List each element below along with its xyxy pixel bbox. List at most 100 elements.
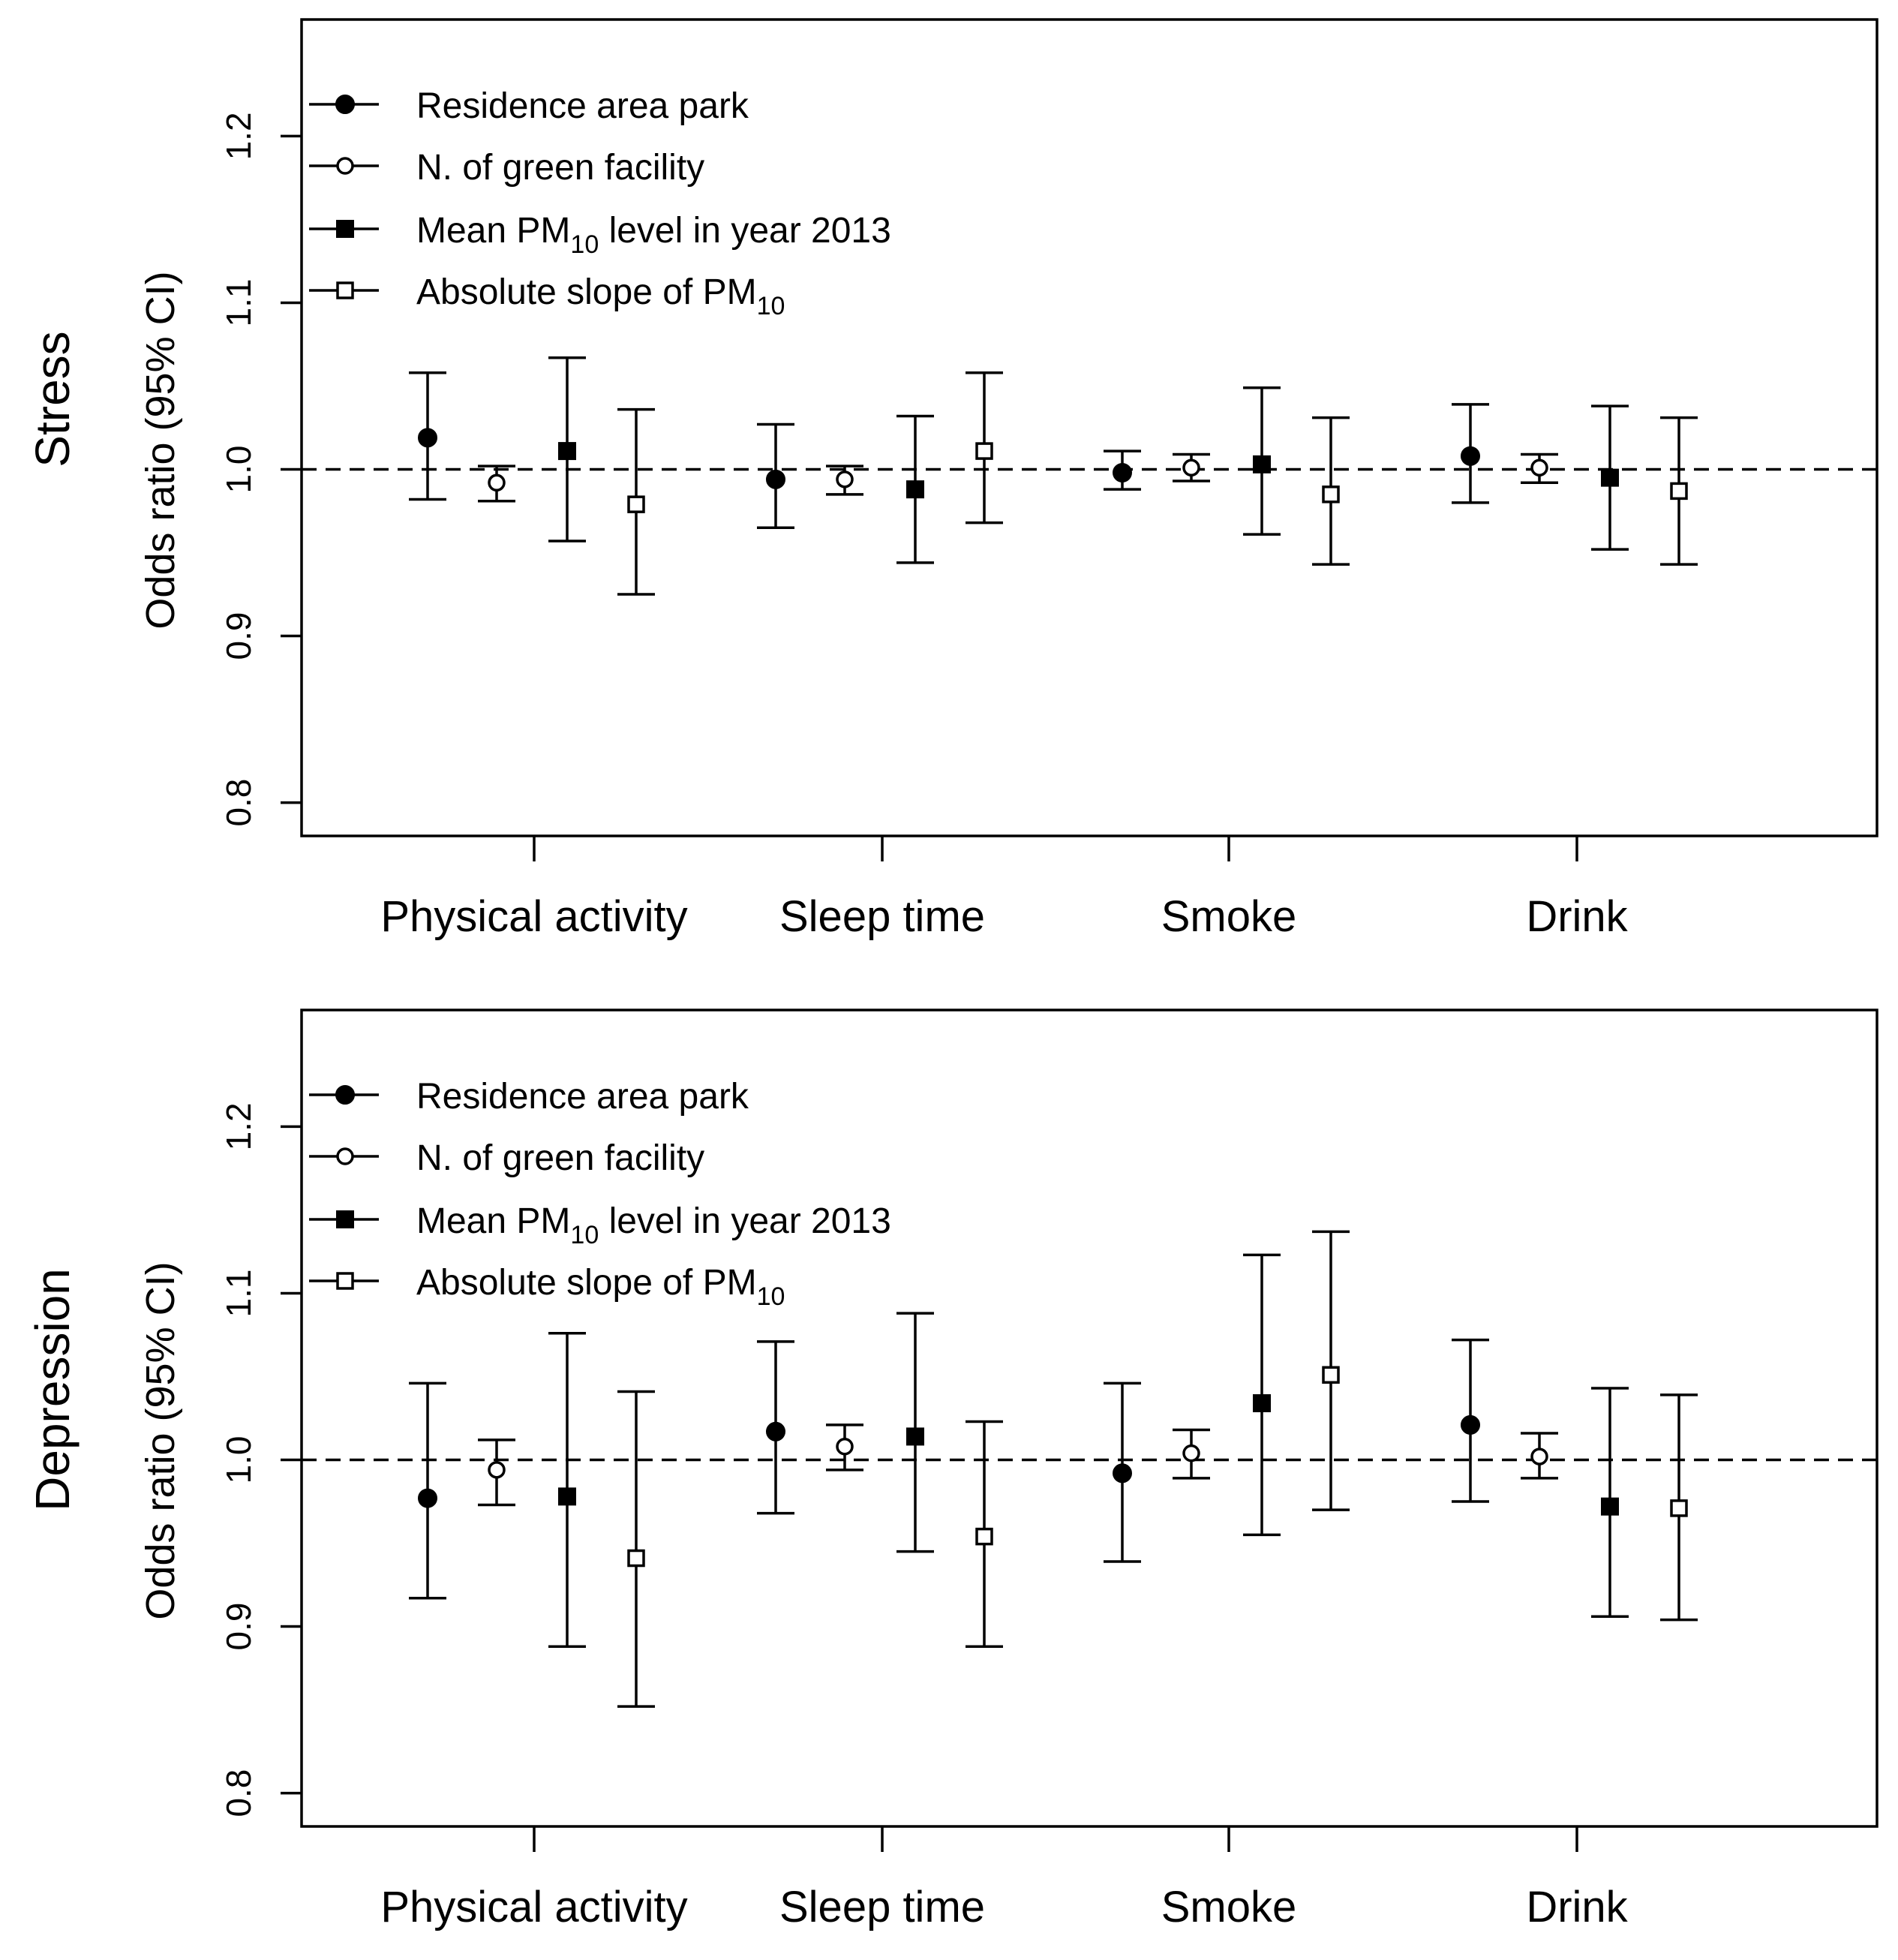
stress-series-absolute-slope-of-pm10: [617, 371, 1698, 596]
stress-legend-label-3: Absolute slope of PM10: [416, 272, 785, 320]
depression-legend-label-0: Residence area park: [416, 1077, 749, 1117]
depression-x-tick-label-sleep-time: Sleep time: [779, 1883, 985, 1931]
depression-legend: Residence area park N. of green facility M…: [309, 1077, 891, 1311]
depression-legend-label-main: N. of green facility: [416, 1138, 704, 1178]
stress-legend-marker-filled-square: [336, 220, 354, 238]
depression-point-n-of-green-facility-sleep-time: [836, 1437, 854, 1456]
depression-legend-label-main: Absolute slope of PM: [416, 1263, 757, 1303]
depression-legend-label-subscript: 10: [570, 1221, 599, 1249]
stress-legend-label-main: Residence area park: [416, 86, 749, 126]
stress-legend-label-tail: level in year 2013: [599, 211, 891, 251]
depression-point-absolute-slope-of-pm10-physical-activity: [627, 1549, 645, 1568]
depression-legend-marker-filled-circle: [335, 1085, 355, 1105]
depression-point-absolute-slope-of-pm10-sleep-time: [975, 1527, 993, 1546]
depression-point-absolute-slope-of-pm10-smoke: [1322, 1366, 1340, 1384]
stress-legend-marker-open-circle: [336, 157, 354, 175]
depression-y-tick-label: 0.8: [219, 1769, 258, 1817]
depression-legend-label-main: Residence area park: [416, 1077, 749, 1117]
depression-panel: Depression Odds ratio (95% CI) 0.8 0.9 1.0…: [26, 1009, 1878, 1931]
stress-plot-area: 0.8 0.9 1.0 1.1 1.2 Physical activity Sleep ti…: [219, 18, 1878, 941]
stress-legend: Residence area park N. of green facility M…: [309, 86, 891, 320]
depression-series-n-of-green-facility: [478, 1423, 1558, 1507]
depression-point-n-of-green-facility-physical-activity: [488, 1461, 506, 1479]
depression-row-label: Depression: [26, 1268, 80, 1511]
stress-point-mean-pm10-level-in-year-2013-smoke: [1253, 455, 1271, 473]
stress-point-residence-area-park-drink: [1461, 446, 1480, 466]
stress-point-n-of-green-facility-sleep-time: [836, 470, 854, 488]
depression-series-residence-area-park: [409, 1338, 1489, 1600]
stress-y-tick-label: 0.8: [219, 779, 258, 827]
depression-legend-label-tail: level in year 2013: [599, 1201, 891, 1241]
depression-legend-label-1: N. of green facility: [416, 1138, 704, 1178]
stress-x-tick-label-smoke: Smoke: [1161, 892, 1297, 941]
depression-point-residence-area-park-drink: [1461, 1414, 1480, 1435]
stress-plot-frame: [300, 18, 1878, 837]
stress-series-n-of-green-facility: [478, 452, 1558, 503]
stress-y-axis-label: Odds ratio (95% CI): [138, 271, 183, 629]
depression-point-mean-pm10-level-in-year-2013-sleep-time: [906, 1427, 924, 1446]
depression-y-axis-label: Odds ratio (95% CI): [138, 1261, 183, 1619]
depression-series-mean-pm10-level-in-year-2013: [548, 1253, 1629, 1648]
stress-legend-label-0: Residence area park: [416, 86, 749, 126]
stress-legend-marker-open-square: [336, 281, 354, 299]
depression-series-absolute-slope-of-pm10: [617, 1230, 1698, 1708]
depression-point-residence-area-park-smoke: [1113, 1463, 1132, 1484]
stress-y-tick-label: 1.1: [219, 278, 258, 326]
depression-point-mean-pm10-level-in-year-2013-physical-activity: [558, 1487, 576, 1506]
stress-legend-label-main: N. of green facility: [416, 148, 704, 188]
depression-point-residence-area-park-sleep-time: [766, 1421, 785, 1441]
stress-legend-label-main: Absolute slope of PM: [416, 272, 757, 312]
stress-legend-marker-filled-circle: [335, 95, 355, 114]
depression-legend-label-subscript: 10: [757, 1282, 785, 1311]
depression-x-tick-label-smoke: Smoke: [1161, 1883, 1297, 1931]
depression-legend-marker-filled-square: [336, 1210, 354, 1228]
depression-plot-area: 0.8 0.9 1.0 1.1 1.2 Physical activity Sleep ti…: [219, 1009, 1878, 1931]
stress-legend-label-1: N. of green facility: [416, 148, 704, 188]
stress-series-residence-area-park: [409, 371, 1489, 529]
stress-legend-label-2: Mean PM10 level in year 2013: [416, 211, 891, 259]
stress-y-tick-label: 1.0: [219, 446, 258, 494]
depression-point-residence-area-park-physical-activity: [418, 1488, 437, 1508]
stress-point-absolute-slope-of-pm10-sleep-time: [975, 442, 993, 460]
stress-point-mean-pm10-level-in-year-2013-sleep-time: [906, 480, 924, 499]
stress-series-mean-pm10-level-in-year-2013: [548, 356, 1629, 564]
depression-legend-label-main: Mean PM: [416, 1201, 570, 1241]
stress-x-tick-label-drink: Drink: [1526, 892, 1628, 941]
stress-point-mean-pm10-level-in-year-2013-physical-activity: [558, 442, 576, 461]
depression-legend-marker-open-square: [336, 1272, 354, 1290]
depression-legend-marker-open-circle: [336, 1147, 354, 1165]
depression-point-n-of-green-facility-drink: [1530, 1447, 1548, 1465]
stress-point-residence-area-park-physical-activity: [418, 428, 437, 448]
depression-y-tick-label: 1.2: [219, 1102, 258, 1150]
depression-point-absolute-slope-of-pm10-drink: [1670, 1499, 1688, 1517]
depression-plot-frame: [300, 1009, 1878, 1828]
stress-legend-label-subscript: 10: [570, 230, 599, 259]
stress-legend-label-subscript: 10: [757, 292, 785, 320]
stress-point-residence-area-park-sleep-time: [766, 469, 785, 489]
stress-point-absolute-slope-of-pm10-physical-activity: [627, 495, 645, 513]
depression-x-tick-label-physical-activity: Physical activity: [380, 1883, 687, 1931]
stress-point-residence-area-park-smoke: [1113, 462, 1132, 482]
depression-point-mean-pm10-level-in-year-2013-smoke: [1253, 1394, 1271, 1413]
stress-point-n-of-green-facility-smoke: [1182, 458, 1200, 477]
stress-y-tick-label: 0.9: [219, 612, 258, 660]
stress-point-absolute-slope-of-pm10-smoke: [1322, 485, 1340, 504]
depression-y-tick-label: 0.9: [219, 1603, 258, 1651]
stress-legend-label-main: Mean PM: [416, 211, 570, 251]
stress-panel: Stress Odds ratio (95% CI) 0.8 0.9 1.0 1.1 1…: [26, 18, 1878, 941]
depression-point-n-of-green-facility-smoke: [1182, 1444, 1200, 1462]
stress-point-n-of-green-facility-physical-activity: [488, 473, 506, 492]
stress-point-mean-pm10-level-in-year-2013-drink: [1601, 468, 1619, 487]
depression-point-mean-pm10-level-in-year-2013-drink: [1601, 1497, 1619, 1516]
stress-point-absolute-slope-of-pm10-drink: [1670, 482, 1688, 501]
depression-x-tick-label-drink: Drink: [1526, 1883, 1628, 1931]
depression-legend-label-2: Mean PM10 level in year 2013: [416, 1201, 891, 1249]
stress-x-tick-label-physical-activity: Physical activity: [380, 892, 687, 941]
depression-y-tick-label: 1.1: [219, 1269, 258, 1317]
stress-y-tick-label: 1.2: [219, 112, 258, 160]
stress-point-n-of-green-facility-drink: [1530, 458, 1548, 477]
depression-y-tick-label: 1.0: [219, 1436, 258, 1484]
stress-x-tick-label-sleep-time: Sleep time: [779, 892, 985, 941]
stress-row-label: Stress: [26, 331, 80, 467]
